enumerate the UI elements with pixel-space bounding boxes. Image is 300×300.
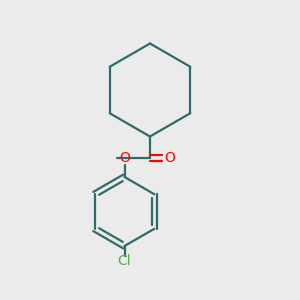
Text: Cl: Cl (118, 254, 131, 268)
Text: O: O (164, 151, 175, 164)
Text: O: O (119, 151, 130, 164)
